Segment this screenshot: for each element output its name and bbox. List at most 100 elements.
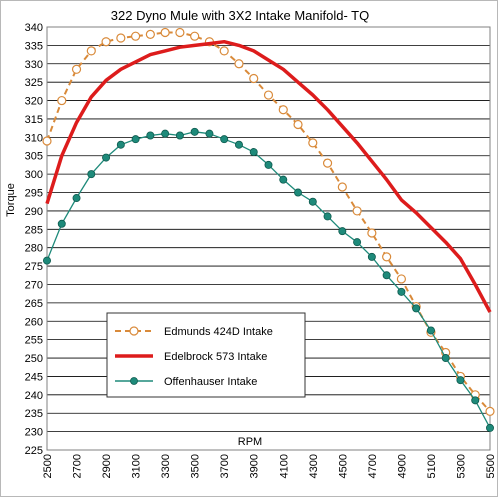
legend-marker-edmunds <box>129 326 139 336</box>
legend: Edmunds 424D Intake Edelbrock 573 Intake… <box>106 312 306 398</box>
data-point <box>426 326 435 335</box>
y-tick-label: 310 <box>25 132 43 144</box>
data-point <box>278 105 288 115</box>
data-point <box>323 212 332 221</box>
data-point <box>116 33 126 43</box>
data-point <box>485 406 495 416</box>
x-axis-label: RPM <box>238 436 262 448</box>
data-point <box>382 271 391 280</box>
data-point <box>249 148 258 157</box>
data-point <box>43 256 52 265</box>
data-point <box>87 170 96 179</box>
data-point <box>190 127 199 136</box>
gridlines <box>47 44 490 433</box>
x-tick-label: 5300 <box>455 454 467 478</box>
data-point <box>160 27 170 38</box>
x-tick-label: 3900 <box>249 454 261 478</box>
legend-label-edelbrock: Edelbrock 573 Intake <box>164 351 267 363</box>
y-tick-label: 290 <box>25 206 43 218</box>
data-point <box>102 153 111 162</box>
y-tick-label: 270 <box>25 279 43 291</box>
x-tick-label: 4500 <box>337 454 349 478</box>
y-tick-label: 275 <box>25 261 43 273</box>
x-tick-label: 2900 <box>101 454 113 478</box>
data-point <box>293 119 303 130</box>
x-tick-label: 3500 <box>190 454 202 478</box>
data-point <box>352 206 362 216</box>
x-tick-label: 5100 <box>426 454 438 478</box>
data-point <box>42 136 52 146</box>
y-tick-label: 320 <box>25 96 43 108</box>
chart-title: 322 Dyno Mule with 3X2 Intake Manifold- … <box>111 8 369 23</box>
y-tick-label: 265 <box>25 298 43 310</box>
y-tick-label: 340 <box>25 22 43 34</box>
data-point <box>175 27 185 38</box>
data-point <box>57 95 67 106</box>
data-point <box>71 64 82 74</box>
y-tick-label: 245 <box>25 371 43 383</box>
legend-label-offenhauser: Offenhauser Intake <box>164 376 257 388</box>
y-axis-label: Torque <box>5 183 17 217</box>
y-tick-label: 255 <box>25 335 43 347</box>
series-1 <box>45 39 492 313</box>
data-point <box>116 140 125 149</box>
data-point <box>101 37 111 47</box>
x-tick-label: 5500 <box>485 454 497 478</box>
x-tick-label: 4700 <box>367 454 379 478</box>
y-tick-label: 325 <box>25 77 43 89</box>
y-tick-label: 300 <box>25 169 43 181</box>
data-point <box>322 158 333 168</box>
y-tick-label: 260 <box>25 316 43 328</box>
legend-label-edmunds: Edmunds 424D Intake <box>164 326 273 338</box>
y-tick-label: 235 <box>25 408 43 420</box>
data-point <box>190 31 200 41</box>
x-tick-label: 4900 <box>396 454 408 478</box>
data-point <box>146 131 155 140</box>
data-point <box>412 304 421 313</box>
series-line <box>45 39 492 313</box>
data-point <box>456 376 465 385</box>
data-point <box>145 29 155 39</box>
data-point <box>396 274 406 284</box>
data-point <box>338 227 347 236</box>
y-tick-label: 240 <box>25 390 43 402</box>
x-tick-label: 2700 <box>72 454 84 478</box>
data-point <box>367 252 376 261</box>
data-point <box>279 175 288 184</box>
x-tick-label: 4100 <box>278 454 290 478</box>
x-tick-label: 3700 <box>219 454 231 478</box>
data-point <box>397 287 406 296</box>
data-point <box>72 194 81 203</box>
y-tick-label: 330 <box>25 59 43 71</box>
y-axis-ticks: 225 230 235 240 245 250 255 260 265 270 275 280 285 2… <box>25 22 43 457</box>
data-point <box>220 135 229 144</box>
x-tick-label: 3300 <box>160 454 172 478</box>
plot-area-border <box>46 26 491 451</box>
x-tick-label: 3100 <box>131 454 143 478</box>
y-tick-label: 335 <box>25 40 43 52</box>
x-tick-label: 2500 <box>42 454 54 478</box>
data-point <box>294 188 303 197</box>
data-point <box>441 354 450 363</box>
data-point <box>367 228 377 238</box>
data-point <box>382 252 392 262</box>
data-point <box>234 59 244 69</box>
series-2 <box>43 127 494 432</box>
data-point <box>308 138 318 148</box>
data-point <box>471 396 480 405</box>
data-point <box>161 129 170 138</box>
series-layer <box>42 27 495 432</box>
x-axis-ticks: 2500 2700 2900 3100 3300 3500 3700 3900 4100 4300… <box>42 454 497 478</box>
data-point <box>57 219 66 228</box>
data-point <box>131 135 140 144</box>
y-tick-label: 295 <box>25 188 43 200</box>
data-point <box>308 197 317 206</box>
y-tick-label: 250 <box>25 353 43 365</box>
data-point <box>249 73 259 84</box>
data-point <box>353 238 362 247</box>
x-tick-label: 4300 <box>308 454 320 478</box>
data-point <box>263 90 274 100</box>
y-tick-label: 315 <box>25 114 43 126</box>
